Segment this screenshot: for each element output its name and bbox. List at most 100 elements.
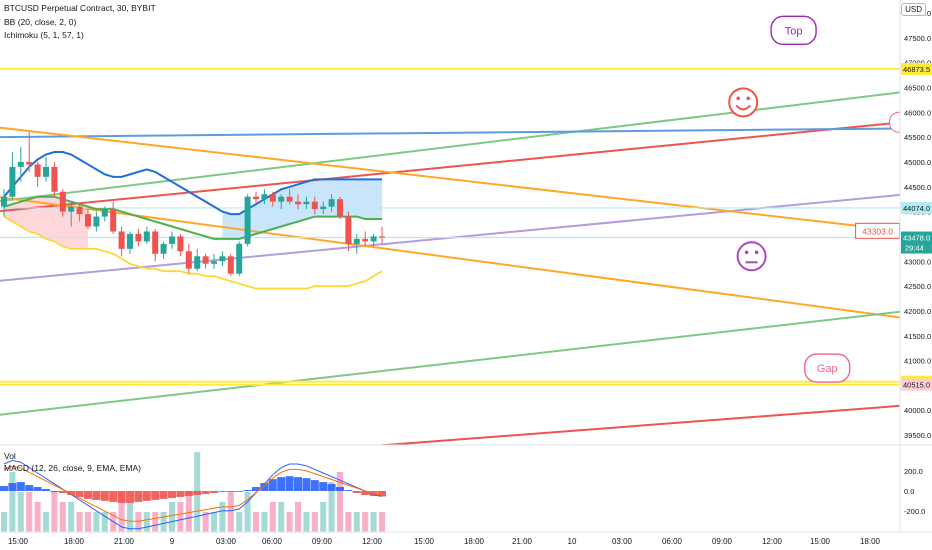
price-axis-marker <box>901 201 932 214</box>
candle-body <box>345 216 352 244</box>
volume-bar <box>17 492 24 532</box>
volume-bar <box>34 502 41 532</box>
trendline-purple <box>0 193 900 282</box>
smiley-eye <box>754 250 759 255</box>
smiley-eye <box>744 250 749 255</box>
volume-bar <box>26 492 33 532</box>
price-tick-label: 42000.0 <box>904 307 931 316</box>
macd-histogram-bar <box>92 491 101 500</box>
time-tick-label: 06:00 <box>262 537 283 546</box>
candle-body <box>152 231 159 254</box>
candle-body <box>59 191 66 212</box>
candle-body <box>51 166 58 192</box>
volume-bar <box>236 512 243 532</box>
price-tick-label: 40000.0 <box>904 406 931 415</box>
candle-body <box>269 194 276 202</box>
time-tick-label: 09:00 <box>712 537 733 546</box>
candle-body <box>34 164 41 177</box>
time-tick-label: 12:00 <box>362 537 383 546</box>
candle-body <box>101 209 108 217</box>
candle-body <box>278 196 285 202</box>
volume-bar <box>219 502 226 532</box>
volume-bar <box>93 512 100 532</box>
candle-body <box>211 261 217 264</box>
trendline-red <box>373 404 900 445</box>
vol-legend: Vol <box>4 451 16 461</box>
smiley-happy-icon <box>728 87 759 118</box>
volume-bar <box>135 512 142 532</box>
macd-histogram-bar <box>294 477 302 491</box>
candle-body <box>303 201 310 205</box>
candle-body <box>160 243 167 254</box>
candle-body <box>110 209 117 232</box>
volume-bar <box>211 512 217 532</box>
price-axis-marker <box>901 231 932 254</box>
macd-histogram-bar <box>268 479 277 491</box>
time-tick-label: 21:00 <box>512 537 533 546</box>
candle-body <box>202 256 209 264</box>
price-axis-marker-text: 44074.0 <box>903 204 930 213</box>
macd-histogram-bar <box>151 491 160 500</box>
price-tick-label: 46500.0 <box>904 83 931 92</box>
trendline-red <box>0 121 900 213</box>
volume-bar <box>278 502 285 532</box>
macd-histogram-bar <box>285 476 294 491</box>
candle-body <box>370 236 377 242</box>
volume-bar <box>177 502 184 532</box>
volume-bar <box>286 512 293 532</box>
macd-histogram-bar <box>193 491 202 495</box>
cloud-bullish <box>222 179 382 239</box>
candle-body <box>337 199 343 217</box>
candle-body <box>43 166 49 177</box>
candle-body <box>253 196 259 200</box>
trendline-blue <box>0 127 900 139</box>
macd-histogram-bar <box>336 487 344 491</box>
macd-histogram-bar <box>33 487 42 491</box>
volume-bar <box>185 492 192 532</box>
label-bubble <box>889 111 900 133</box>
candle-body <box>244 196 251 244</box>
bb-upper-line <box>3 151 382 216</box>
volume-bar <box>143 512 150 532</box>
macd-histogram-bar <box>168 491 176 498</box>
price-tick-label: 44500.0 <box>904 183 931 192</box>
price-tick-label: 47500.0 <box>904 34 931 43</box>
volume-bar <box>244 492 251 532</box>
volume-bar <box>118 492 125 532</box>
candle-body <box>1 196 7 207</box>
macd-histogram-bar <box>352 491 361 493</box>
volume-bar <box>1 512 7 532</box>
smiley-eye <box>736 96 740 101</box>
volume-bar <box>311 512 318 532</box>
callout-bubble <box>804 353 851 383</box>
macd-histogram-bar <box>378 491 386 497</box>
volume-bar <box>379 512 385 532</box>
currency-button[interactable]: USD <box>901 3 926 16</box>
volume-bar <box>76 512 83 532</box>
price-axis-marker <box>901 378 932 391</box>
macd-histogram-bar <box>210 491 218 493</box>
macd-histogram-bar <box>235 491 244 492</box>
time-tick-label: 18:00 <box>64 537 85 546</box>
trendline-green <box>0 310 900 416</box>
candle-body <box>236 243 243 274</box>
macd-histogram-bar <box>8 483 17 491</box>
bb-legend: BB (20, close, 2, 0) <box>4 17 77 27</box>
macd-histogram-bar <box>327 484 336 491</box>
time-tick-label: 09:00 <box>312 537 333 546</box>
macd-legend: MACD (12, 26, close, 9, EMA, EMA) <box>4 463 141 473</box>
price-tick-label: 42500.0 <box>904 282 931 291</box>
price-axis-marker-text: 43478.0 <box>903 234 930 243</box>
bb-middle-line <box>3 195 382 240</box>
candle-body <box>26 161 33 165</box>
candle-body <box>118 231 125 249</box>
macd-histogram-bar <box>84 491 92 499</box>
macd-histogram-bar <box>277 477 286 491</box>
candle-body <box>185 251 192 269</box>
volume-bar <box>253 512 259 532</box>
candle-body <box>9 166 16 197</box>
volume-bar <box>328 482 335 532</box>
main-plot: TopBottomGapTraling stop46429.043303.042… <box>0 15 900 445</box>
price-tick-label: 46000.0 <box>904 108 931 117</box>
